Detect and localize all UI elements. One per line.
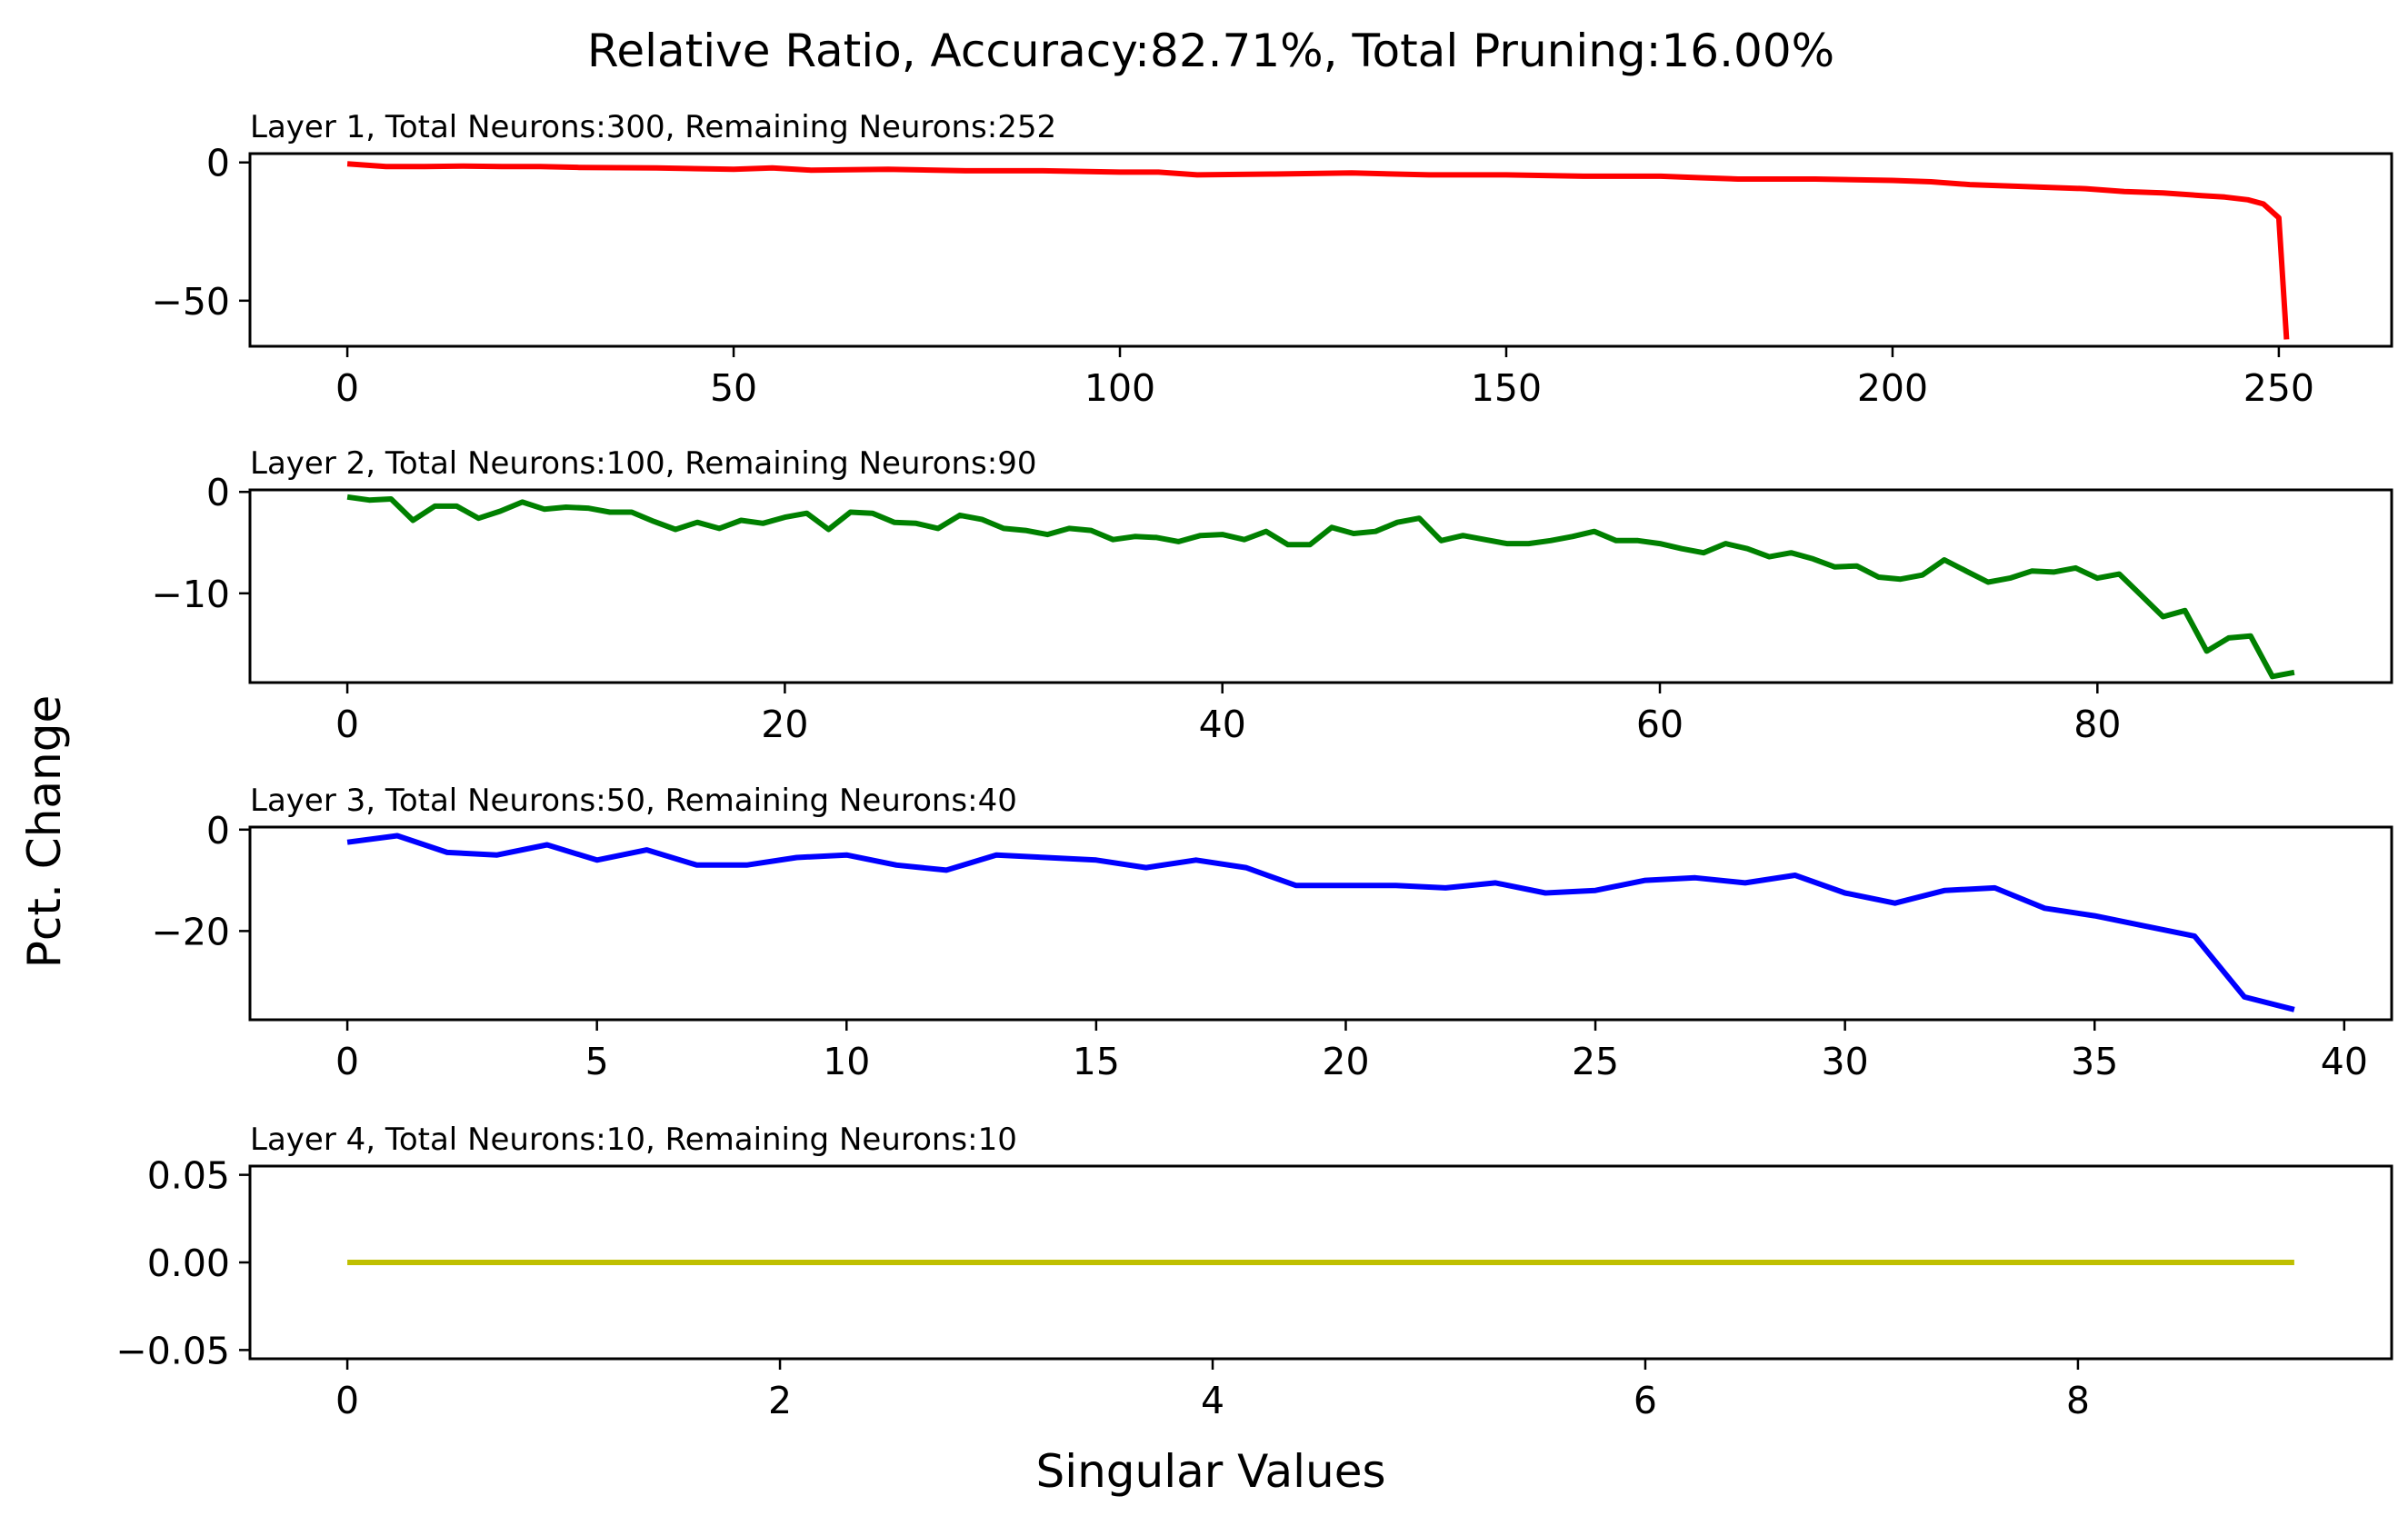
x-tick-label: 20 bbox=[1322, 1040, 1369, 1083]
subplot-layer-2: Layer 2, Total Neurons:100, Remaining Ne… bbox=[151, 445, 2393, 746]
x-tick-label: 250 bbox=[2243, 366, 2314, 410]
y-tick-label: −20 bbox=[151, 910, 230, 953]
y-tick-label: 0 bbox=[206, 142, 230, 185]
figure-title: Relative Ratio, Accuracy:82.71%, Total P… bbox=[587, 25, 1834, 77]
subplot-title: Layer 1, Total Neurons:300, Remaining Ne… bbox=[250, 109, 1056, 145]
subplot-title: Layer 4, Total Neurons:10, Remaining Neu… bbox=[250, 1122, 1017, 1158]
x-tick-label: 100 bbox=[1084, 366, 1155, 410]
series-line bbox=[346, 833, 2295, 1012]
x-tick-label: 25 bbox=[1572, 1040, 1619, 1083]
axes-frame bbox=[248, 488, 2393, 684]
x-axis-label: Singular Values bbox=[1035, 1445, 1385, 1498]
x-tick-label: 40 bbox=[1199, 703, 1246, 746]
x-tick-label: 80 bbox=[2073, 703, 2121, 746]
series-line bbox=[346, 161, 2290, 340]
x-tick-label: 4 bbox=[1201, 1379, 1224, 1422]
x-tick-label: 0 bbox=[335, 1379, 359, 1422]
x-tick-label: 6 bbox=[1634, 1379, 1657, 1422]
x-tick-label: 40 bbox=[2321, 1040, 2368, 1083]
axes-frame bbox=[248, 825, 2393, 1022]
x-tick-label: 150 bbox=[1471, 366, 1542, 410]
x-tick-label: 0 bbox=[335, 703, 359, 746]
x-tick-label: 15 bbox=[1073, 1040, 1120, 1083]
x-tick-label: 10 bbox=[823, 1040, 870, 1083]
x-tick-label: 0 bbox=[335, 1040, 359, 1083]
y-tick-label: −10 bbox=[151, 573, 230, 616]
subplot-title: Layer 2, Total Neurons:100, Remaining Ne… bbox=[250, 445, 1037, 482]
subplot-layer-1: Layer 1, Total Neurons:300, Remaining Ne… bbox=[151, 109, 2393, 410]
series-line bbox=[346, 494, 2295, 680]
x-tick-label: 50 bbox=[710, 366, 757, 410]
x-tick-label: 2 bbox=[768, 1379, 792, 1422]
y-tick-label: 0.05 bbox=[147, 1154, 230, 1198]
y-axis-label: Pct. Change bbox=[18, 695, 71, 968]
y-tick-label: 0.00 bbox=[147, 1242, 230, 1285]
subplot-title: Layer 3, Total Neurons:50, Remaining Neu… bbox=[250, 783, 1017, 819]
x-tick-label: 0 bbox=[335, 366, 359, 410]
subplots: Layer 1, Total Neurons:300, Remaining Ne… bbox=[115, 109, 2393, 1422]
y-tick-label: 0 bbox=[206, 471, 230, 514]
subplot-layer-3: Layer 3, Total Neurons:50, Remaining Neu… bbox=[151, 783, 2393, 1083]
x-tick-label: 5 bbox=[585, 1040, 609, 1083]
x-tick-label: 20 bbox=[761, 703, 808, 746]
axes-frame bbox=[248, 152, 2393, 348]
y-tick-label: −50 bbox=[151, 280, 230, 324]
x-tick-label: 8 bbox=[2066, 1379, 2090, 1422]
x-tick-label: 60 bbox=[1636, 703, 1684, 746]
x-tick-label: 200 bbox=[1857, 366, 1928, 410]
y-tick-label: 0 bbox=[206, 809, 230, 853]
subplot-layer-4: Layer 4, Total Neurons:10, Remaining Neu… bbox=[115, 1122, 2393, 1422]
y-tick-label: −0.05 bbox=[115, 1329, 230, 1372]
x-tick-label: 35 bbox=[2071, 1040, 2118, 1083]
x-tick-label: 30 bbox=[1822, 1040, 1869, 1083]
